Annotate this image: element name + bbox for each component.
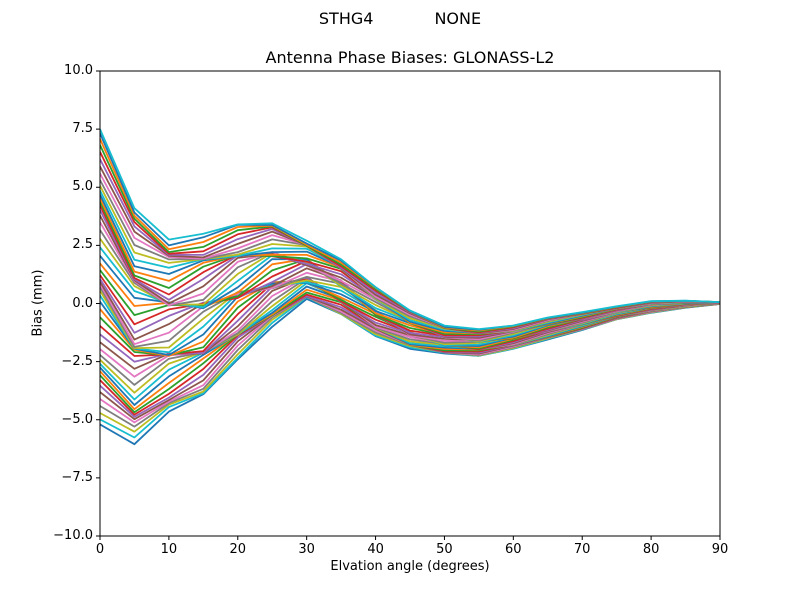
x-tick-label: 80 <box>642 542 660 557</box>
suptitle: STHG4 NONE <box>318 9 482 28</box>
x-tick-label: 70 <box>573 542 591 557</box>
x-tick-label: 50 <box>436 542 453 557</box>
x-tick-label: 40 <box>367 542 384 557</box>
y-tick-label: 5.0 <box>72 179 93 195</box>
axes-title: Antenna Phase Biases: GLONASS-L2 <box>265 48 555 67</box>
x-tick-label: 90 <box>711 542 729 557</box>
y-tick-label: −5.0 <box>61 411 93 427</box>
y-tick-label: 0.0 <box>72 295 93 311</box>
y-tick-label: 10.0 <box>64 63 93 78</box>
x-tick-label: 60 <box>505 542 522 557</box>
y-tick-label: −10.0 <box>53 528 93 543</box>
y-tick-label: 2.5 <box>72 237 93 253</box>
y-tick-label: −7.5 <box>61 469 93 485</box>
x-tick-label: 30 <box>298 542 315 557</box>
y-tick-label: 7.5 <box>72 121 93 137</box>
x-axis-label: Elvation angle (degrees) <box>330 559 490 574</box>
y-tick-label: −2.5 <box>61 353 93 369</box>
x-tick-label: 10 <box>160 542 178 557</box>
x-tick-label: 20 <box>229 542 247 557</box>
x-tick-label: 0 <box>95 542 105 557</box>
